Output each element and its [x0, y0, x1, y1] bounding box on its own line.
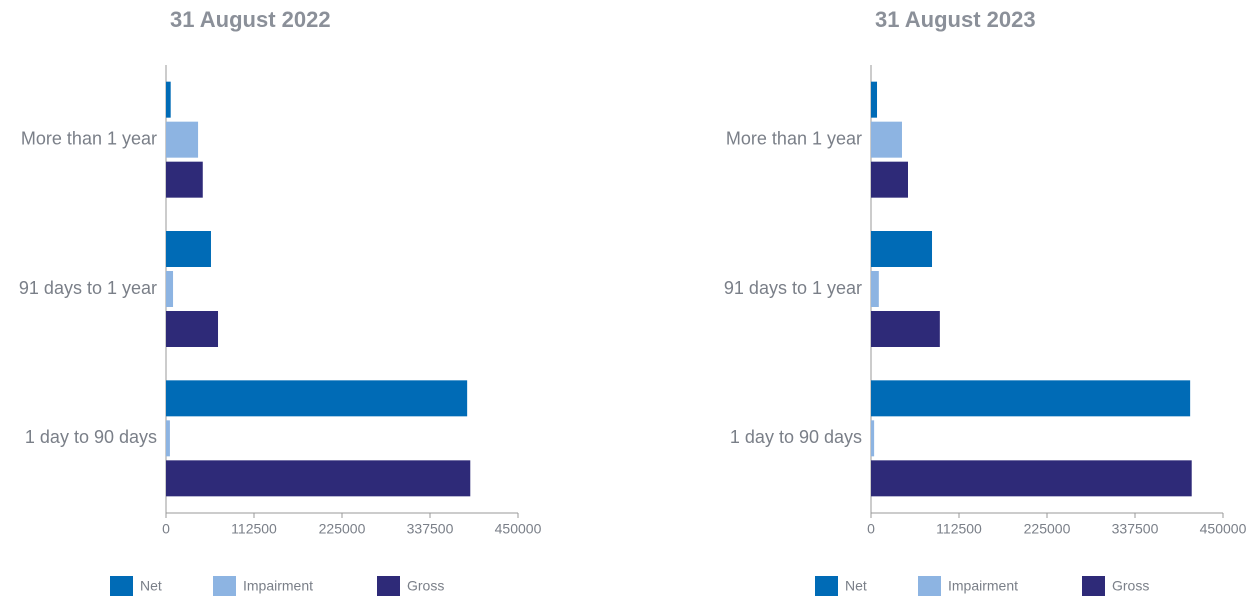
- bar: [871, 161, 908, 198]
- chart-title: 31 August 2022: [170, 7, 331, 32]
- bar: [871, 121, 902, 158]
- legend-label: Net: [845, 578, 867, 594]
- legend-label: Gross: [1112, 578, 1149, 594]
- bar: [166, 81, 171, 118]
- legend-swatch: [1082, 576, 1105, 596]
- chart-title: 31 August 2023: [875, 7, 1036, 32]
- x-tick-label: 225000: [1024, 521, 1071, 537]
- bar: [871, 81, 878, 118]
- legend-label: Impairment: [243, 578, 313, 594]
- x-tick-label: 450000: [495, 521, 542, 537]
- bar: [166, 460, 471, 497]
- y-tick-label: 1 day to 90 days: [25, 427, 157, 447]
- y-tick-label: 91 days to 1 year: [19, 278, 157, 298]
- bar: [871, 271, 879, 307]
- bar: [166, 420, 170, 457]
- legend-swatch: [815, 576, 838, 596]
- bar: [871, 231, 933, 267]
- y-tick-label: More than 1 year: [21, 128, 157, 148]
- x-tick-label: 112500: [936, 521, 982, 537]
- x-tick-label: 337500: [1112, 521, 1159, 537]
- legend-swatch: [213, 576, 236, 596]
- bar: [871, 420, 875, 457]
- x-tick-label: 337500: [407, 521, 454, 537]
- bar: [871, 311, 940, 347]
- x-tick-label: 0: [867, 521, 875, 537]
- y-tick-label: 1 day to 90 days: [730, 427, 862, 447]
- legend-swatch: [377, 576, 400, 596]
- legend-label: Gross: [407, 578, 444, 594]
- y-tick-label: 91 days to 1 year: [724, 278, 862, 298]
- x-tick-label: 450000: [1200, 521, 1247, 537]
- legend-swatch: [918, 576, 941, 596]
- bar: [871, 380, 1191, 417]
- bar: [166, 271, 174, 307]
- x-tick-label: 225000: [319, 521, 366, 537]
- bar: [166, 231, 211, 267]
- bar: [871, 460, 1192, 497]
- bar: [166, 380, 468, 417]
- legend-label: Impairment: [948, 578, 1018, 594]
- legend-label: Net: [140, 578, 162, 594]
- bar: [166, 311, 219, 347]
- x-tick-label: 112500: [231, 521, 277, 537]
- bar: [166, 121, 199, 158]
- x-tick-label: 0: [162, 521, 170, 537]
- bar: [166, 161, 203, 198]
- y-tick-label: More than 1 year: [726, 128, 862, 148]
- legend-swatch: [110, 576, 133, 596]
